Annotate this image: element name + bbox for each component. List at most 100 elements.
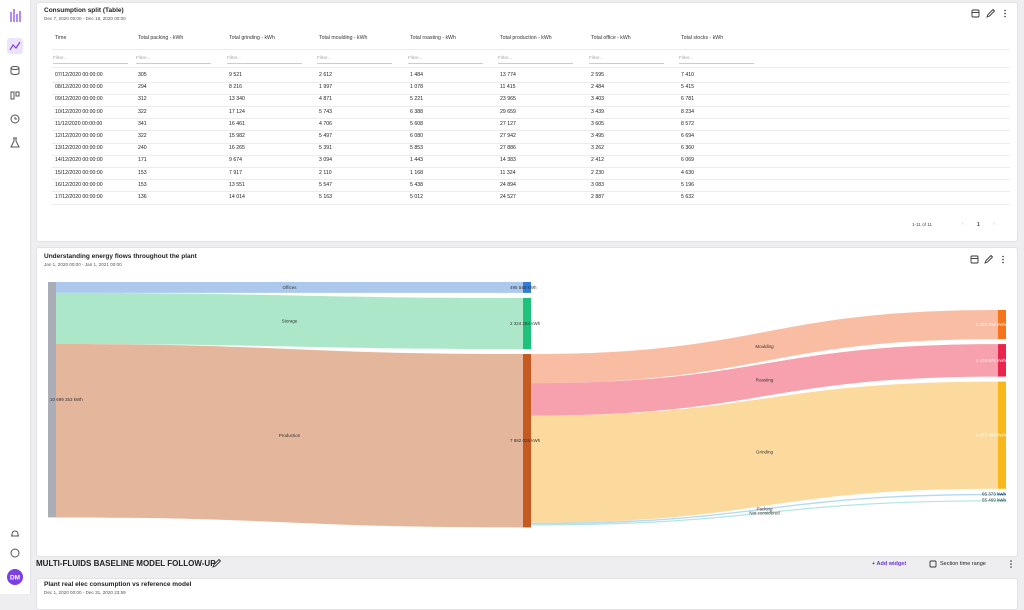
table-cell: 136 bbox=[138, 194, 147, 200]
avatar[interactable] bbox=[7, 569, 23, 585]
table-cell: 1 484 bbox=[410, 72, 423, 78]
flow-label: Offices bbox=[283, 285, 298, 290]
table-cell: 7 917 bbox=[229, 169, 242, 176]
page-number[interactable]: 1 bbox=[977, 222, 980, 228]
table-cell: 11 324 bbox=[500, 169, 516, 176]
table-cell: 7 410 bbox=[681, 72, 694, 78]
flow-label: Production bbox=[279, 433, 301, 438]
table-cell: 27 127 bbox=[500, 120, 516, 127]
column-filter[interactable]: Filter... bbox=[498, 56, 573, 64]
row-line bbox=[52, 166, 1010, 168]
table-cell: 2 110 bbox=[319, 169, 332, 176]
table-cell: 2 887 bbox=[591, 194, 604, 200]
column-filter[interactable]: Filter... bbox=[408, 56, 483, 64]
node-value-label: 55 469 kWh bbox=[982, 498, 1007, 503]
table-cell: 16 461 bbox=[229, 120, 245, 127]
table-cell: 6 388 bbox=[410, 108, 423, 115]
table-cell: 2 412 bbox=[591, 157, 604, 164]
table-cell: 9 674 bbox=[229, 157, 242, 164]
sankey-diagram: Offices Storage Production Moulding Roasting… bbox=[48, 282, 1007, 528]
add-widget-button[interactable]: + Add widget bbox=[872, 561, 907, 567]
column-header: Total office - kWh bbox=[591, 35, 631, 41]
sankey-node bbox=[523, 354, 531, 528]
table-cell: 11 415 bbox=[500, 84, 516, 91]
flow-link bbox=[531, 344, 998, 416]
logo bbox=[10, 9, 21, 22]
nav-dashboard-icon[interactable] bbox=[9, 41, 21, 51]
column-filter[interactable]: Filter... bbox=[679, 56, 754, 64]
column-header: Total stocks - kWh bbox=[681, 35, 724, 41]
node-value-label: 7 882 028 kWh bbox=[510, 438, 541, 443]
table-cell: 09/12/2020 00:00:00 bbox=[55, 96, 103, 103]
table-cell: 5 608 bbox=[410, 120, 423, 127]
table-cell: 312 bbox=[138, 96, 147, 103]
sankey-node bbox=[523, 297, 531, 350]
sankey-node bbox=[998, 381, 1006, 489]
flow-label: Moulding bbox=[755, 344, 774, 349]
table-cell: 1 168 bbox=[410, 169, 423, 176]
column-filter[interactable]: Filter... bbox=[589, 56, 664, 64]
nav-active[interactable] bbox=[7, 38, 23, 54]
flow-link bbox=[531, 493, 998, 525]
table-cell: 14 014 bbox=[229, 194, 245, 200]
prev-page[interactable]: ‹ bbox=[962, 221, 964, 227]
table-cell: 24 527 bbox=[500, 194, 516, 200]
row-line bbox=[52, 203, 1010, 205]
table-cell: 6 069 bbox=[681, 157, 694, 164]
table-cell: 294 bbox=[138, 84, 147, 91]
nav-icons[interactable] bbox=[10, 66, 20, 558]
sankey-node bbox=[998, 310, 1006, 340]
sankey-node bbox=[523, 282, 531, 293]
sankey-node bbox=[998, 344, 1006, 377]
table-cell: 15 982 bbox=[229, 133, 245, 139]
section-time-range-button[interactable]: Section time range bbox=[940, 561, 986, 567]
column-filter[interactable]: Filter... bbox=[136, 56, 211, 64]
table-cell: 4 871 bbox=[319, 96, 332, 103]
table-cell: 5 163 bbox=[319, 194, 332, 200]
column-filter[interactable]: Filter... bbox=[53, 56, 128, 64]
table-cell: 17 124 bbox=[229, 108, 245, 115]
flow-label: Roasting bbox=[756, 377, 774, 382]
table-cell: 2 595 bbox=[591, 72, 604, 78]
row-line bbox=[52, 130, 1010, 132]
table-cell: 3 605 bbox=[591, 120, 604, 127]
table-cell: 6 360 bbox=[681, 145, 694, 152]
table-cell: 24 894 bbox=[500, 181, 516, 188]
column-filter[interactable]: Filter... bbox=[317, 56, 392, 64]
row-line bbox=[52, 154, 1010, 156]
flow-label: Storage bbox=[282, 318, 298, 323]
widget-title: Understanding energy flows throughout th… bbox=[44, 253, 197, 260]
table-cell: 12/12/2020 00:00:00 bbox=[55, 133, 103, 139]
table-cell: 13 774 bbox=[500, 72, 516, 78]
node-value-label: 4 872 466 kWh bbox=[976, 433, 1007, 438]
sankey-node bbox=[48, 282, 56, 518]
table-cell: 1 078 bbox=[410, 84, 423, 91]
filter-line bbox=[52, 67, 1010, 68]
table-widget bbox=[36, 2, 1018, 242]
node-value-label: 10 699 353 kWh bbox=[50, 397, 83, 402]
next-page[interactable]: › bbox=[993, 221, 995, 227]
flow-link bbox=[531, 500, 998, 526]
widget-subtitle: Jan 1, 2020 00:00 - Jan 1, 2021 00:00 bbox=[44, 262, 122, 267]
row-line bbox=[52, 142, 1010, 144]
table-cell: 5 391 bbox=[319, 145, 332, 152]
table-cell: 4 630 bbox=[681, 169, 694, 176]
table-cell: 5 497 bbox=[319, 133, 332, 139]
table-cell: 07/12/2020 00:00:00 bbox=[55, 72, 103, 78]
column-filter[interactable]: Filter... bbox=[227, 56, 302, 64]
table-cell: 17/12/2020 00:00:00 bbox=[55, 194, 103, 200]
widget-subtitle: Dec 1, 2020 00:00 - Dec 31, 2020 23:59 bbox=[44, 590, 126, 595]
node-value-label: 1 476 574 kWh bbox=[976, 358, 1007, 363]
table-cell: 5 415 bbox=[681, 84, 694, 91]
flow-link bbox=[531, 381, 998, 523]
table-cell: 3 403 bbox=[591, 96, 604, 103]
table-cell: 8 572 bbox=[681, 120, 694, 127]
table-cell: 1 997 bbox=[319, 84, 332, 91]
column-header: Total grinding - kWh bbox=[229, 35, 275, 41]
table-cell: 322 bbox=[138, 108, 147, 115]
row-line bbox=[52, 179, 1010, 181]
flow-link bbox=[531, 310, 998, 384]
table-cell: 6 080 bbox=[410, 133, 423, 139]
table-cell: 14 383 bbox=[500, 157, 516, 164]
